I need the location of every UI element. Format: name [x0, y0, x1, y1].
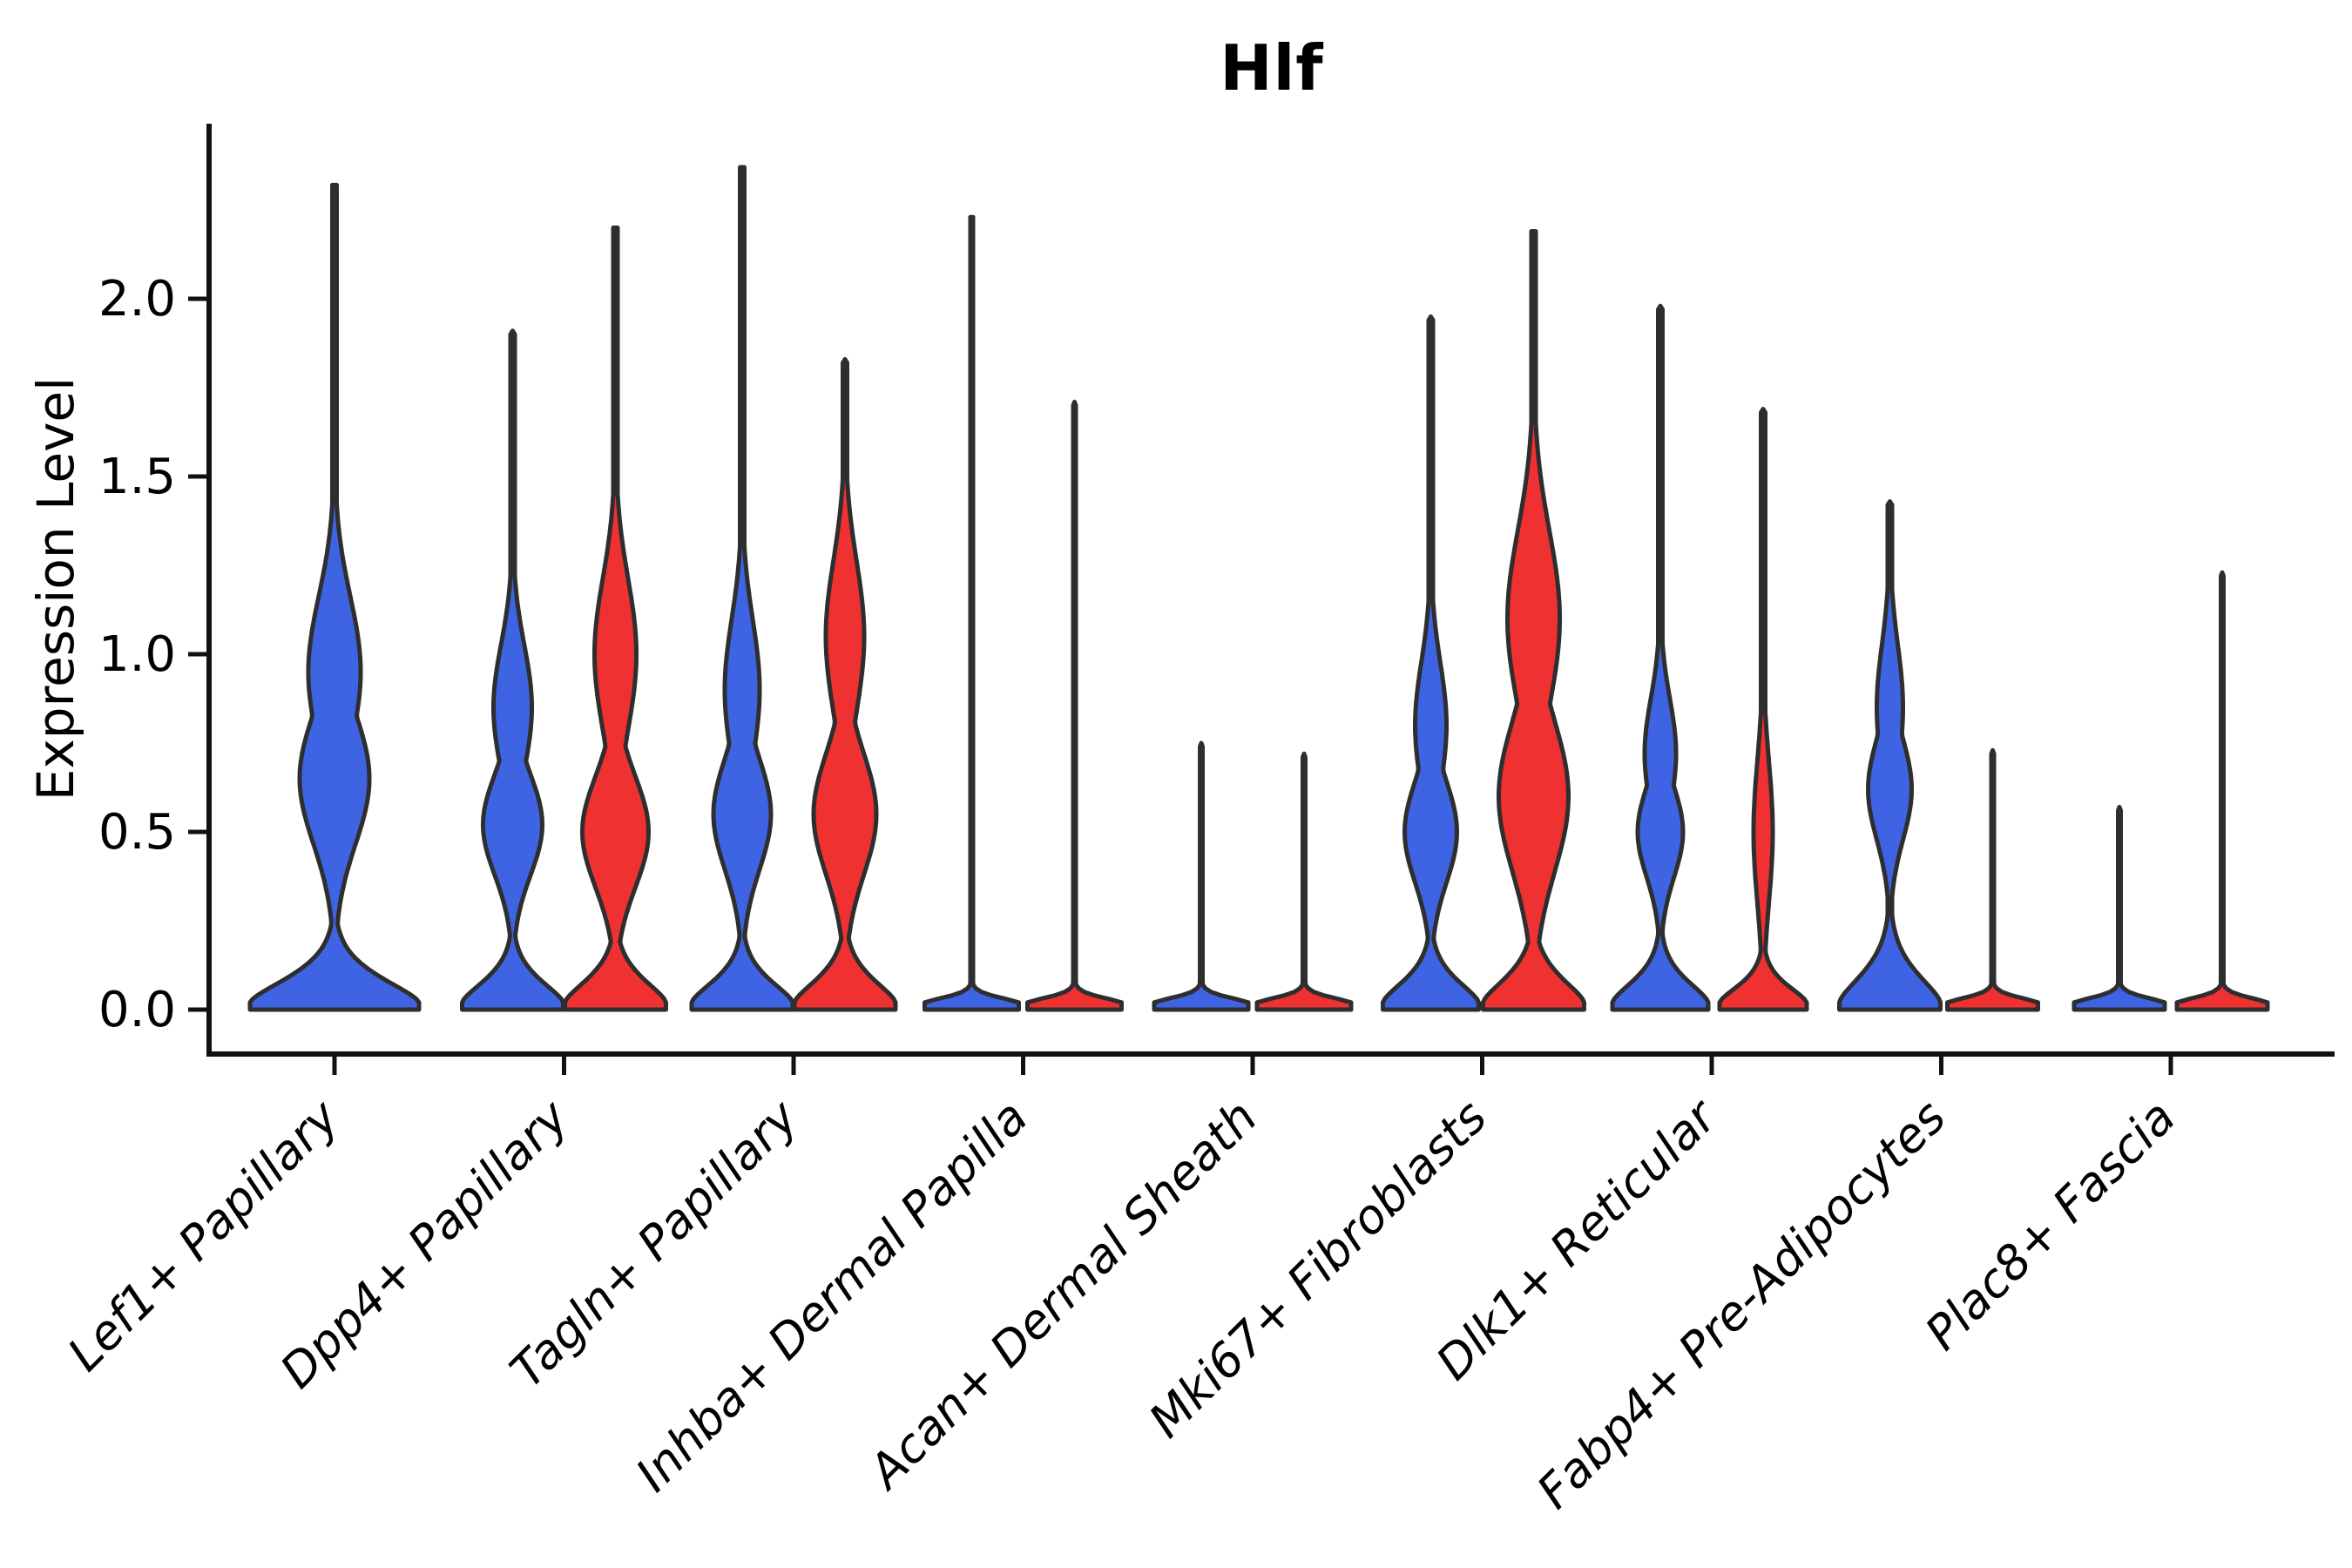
violin-dlk1-right — [1717, 407, 1809, 1012]
violin-tagln-left — [689, 165, 795, 1012]
violin-inhba-left — [923, 214, 1021, 1012]
violin-dpp4-left — [460, 328, 565, 1012]
violin-inhba-right — [1025, 399, 1124, 1012]
y-tick-label: 2.0 — [98, 271, 176, 328]
x-tick-label: Acan+ Dermal Sheath — [856, 1090, 1267, 1501]
violin-fabp4-left — [1837, 499, 1943, 1012]
violin-plac8-right — [2174, 570, 2270, 1012]
y-tick-label: 0.5 — [98, 804, 176, 861]
violin-dpp4-right — [563, 225, 668, 1012]
violin-tagln-right — [792, 356, 898, 1012]
violin-plac8-left — [2072, 804, 2167, 1012]
violin-lef1-full — [247, 182, 422, 1012]
x-tick-label: Inhba+ Dermal Papilla — [625, 1090, 1038, 1503]
violin-acan-right — [1254, 751, 1354, 1012]
violin-dlk1-left — [1610, 303, 1711, 1012]
violin-fabp4-right — [1945, 747, 2040, 1012]
x-tick-label: Fabp4+ Pre-Adipocytes — [1526, 1090, 1956, 1519]
violin-mki67-right — [1481, 229, 1586, 1012]
chart-title: Hlf — [1220, 31, 1324, 105]
y-tick-label: 1.0 — [98, 626, 176, 683]
y-tick-label: 1.5 — [98, 449, 176, 505]
x-tick-label: Plac8+ Fascia — [1915, 1090, 2186, 1361]
y-tick-label: 0.0 — [98, 982, 176, 1038]
violin-acan-left — [1152, 740, 1251, 1012]
violin-mki67-left — [1381, 314, 1481, 1012]
